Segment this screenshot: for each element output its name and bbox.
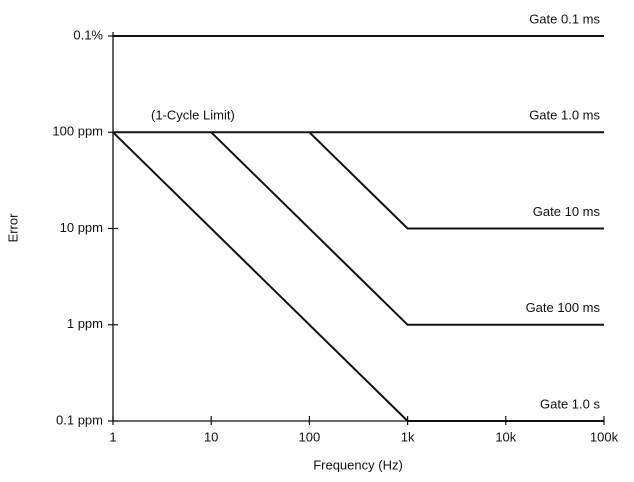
- x-tick-label: 100: [299, 429, 321, 444]
- x-axis-label: Frequency (Hz): [313, 457, 403, 472]
- y-tick-label: 10 ppm: [60, 220, 103, 235]
- series-line: [210, 131, 604, 326]
- series-line: [112, 131, 604, 422]
- series-label: Gate 100 ms: [526, 300, 601, 315]
- series-label: Gate 1.0 s: [540, 396, 600, 411]
- y-axis-label: Error: [5, 213, 20, 243]
- x-tick-label: 10k: [495, 429, 516, 444]
- x-tick-label: 10: [204, 429, 218, 444]
- y-tick-label: 0.1%: [73, 27, 103, 42]
- series-label: Gate 1.0 ms: [529, 108, 600, 123]
- series-label: Gate 10 ms: [533, 204, 601, 219]
- y-tick-label: 0.1 ppm: [56, 412, 103, 427]
- y-tick-label: 100 ppm: [52, 124, 103, 139]
- series-label: Gate 0.1 ms: [529, 11, 600, 26]
- x-tick-label: 1: [109, 429, 116, 444]
- annotation: (1-Cycle Limit): [151, 108, 235, 123]
- x-tick-label: 100k: [590, 429, 619, 444]
- y-tick-label: 1 ppm: [67, 316, 103, 331]
- x-tick-label: 1k: [401, 429, 415, 444]
- series-line: [308, 131, 604, 230]
